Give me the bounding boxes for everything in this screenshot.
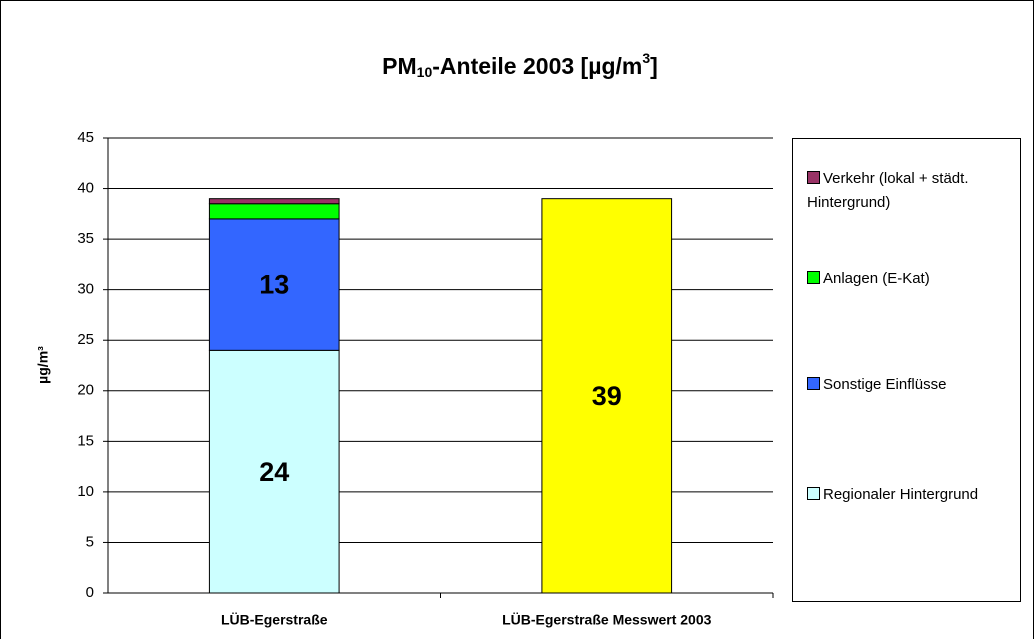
title-part: ] (650, 53, 658, 79)
legend-entry: Sonstige Einflüsse (807, 373, 1012, 397)
bar-segment (208, 349, 340, 594)
legend-label: Sonstige Einflüsse (823, 376, 947, 393)
y-tick-label: 45 (77, 129, 94, 146)
y-tick-label: 25 (77, 331, 94, 348)
legend-entry: Regionaler Hintergrund (807, 483, 1012, 507)
y-tick-label: 15 (77, 432, 94, 449)
x-tick-label: LÜB-Egerstraße Messwert 2003 (502, 612, 712, 628)
chart-title: PM10-Anteile 2003 [µg/m3] (382, 50, 658, 80)
legend-label: Verkehr (lokal + städt. Hintergrund) (807, 170, 969, 211)
legend-swatch (807, 487, 820, 500)
y-tick-label: 30 (77, 281, 94, 298)
y-tick-label: 20 (77, 382, 94, 399)
title-part: -Anteile 2003 [µg/m (432, 53, 642, 79)
data-label: 39 (592, 381, 622, 411)
y-tick-label: 0 (86, 584, 94, 601)
legend-entry: Verkehr (lokal + städt. Hintergrund) (807, 167, 1012, 215)
legend: Verkehr (lokal + städt. Hintergrund) Anla… (792, 138, 1021, 602)
y-tick-label: 5 (86, 533, 94, 550)
bar-segment (208, 198, 340, 205)
data-label: 13 (259, 270, 289, 300)
y-tick-label: 40 (77, 180, 94, 197)
x-tick-label: LÜB-Egerstraße (221, 612, 328, 628)
legend-swatch (807, 377, 820, 390)
legend-label: Regionaler Hintergrund (823, 486, 979, 503)
legend-entry: Anlagen (E-Kat) (807, 267, 1012, 291)
legend-swatch (807, 171, 820, 184)
legend-swatch (807, 271, 820, 284)
bar-segment (208, 203, 340, 220)
y-axis-label: µg/m³ (35, 346, 51, 384)
title-part: PM (382, 53, 417, 79)
y-tick-label: 35 (77, 230, 94, 247)
data-label: 24 (259, 457, 289, 487)
title-part: 10 (417, 64, 433, 80)
bar-segment (541, 198, 673, 594)
legend-label: Anlagen (E-Kat) (823, 270, 930, 287)
title-part: 3 (642, 50, 650, 66)
bar-segment (208, 218, 340, 351)
y-tick-label: 10 (77, 483, 94, 500)
